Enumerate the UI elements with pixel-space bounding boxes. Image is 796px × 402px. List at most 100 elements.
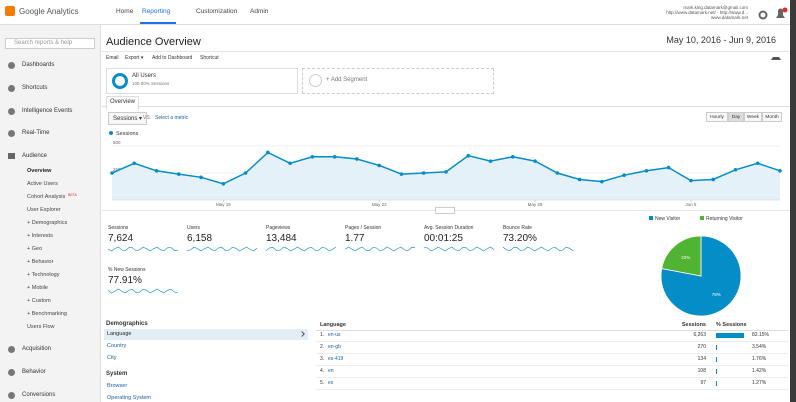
row-language[interactable]: es (328, 380, 334, 386)
nav-subitem[interactable]: + Demographics (27, 220, 68, 226)
nav-tab[interactable]: Home (116, 8, 134, 15)
nav-item[interactable]: Acquisition (22, 346, 52, 352)
nav-icon (8, 85, 15, 92)
legend-label: Returning Visitor (706, 216, 743, 222)
demographics-link[interactable]: Language (107, 331, 132, 337)
segment-circle (112, 73, 128, 89)
nav-subitem[interactable]: + Benchmarking (27, 311, 67, 317)
vs-label: VS. (143, 115, 152, 121)
beta-badge: BETA (68, 193, 77, 197)
product-name: Google Analytics (19, 7, 79, 16)
row-sessions: 134 (697, 356, 706, 362)
toolbar-button[interactable]: Shortcut (200, 55, 219, 61)
nav-subitem[interactable]: + Behavior (27, 259, 54, 265)
data-point (533, 159, 537, 163)
table-row-line (316, 365, 788, 366)
data-point (110, 171, 114, 175)
account-line: http://www.datamark.net/ - http://www.d.… (666, 10, 748, 15)
metric-select[interactable]: Sessions ▾ (108, 112, 148, 125)
table-row-line (316, 341, 788, 342)
metric-value: 6,158 (187, 233, 213, 244)
demographics-link[interactable]: City (107, 355, 117, 361)
nav-item[interactable]: Shortcuts (22, 85, 48, 91)
column-header: % Sessions (716, 322, 747, 328)
row-percent: 1.27% (752, 380, 767, 386)
notification-badge (782, 7, 788, 13)
row-sessions: 270 (697, 344, 706, 350)
nav-subitem[interactable]: + Mobile (27, 285, 48, 291)
nav-subitem[interactable]: Active Users (27, 181, 58, 187)
nav-subitem[interactable]: User Explorer (27, 207, 61, 213)
row-bar (716, 357, 717, 362)
x-tick-label: May 22 (372, 202, 387, 207)
add-segment-circle (309, 74, 322, 87)
granularity-button[interactable]: Hourly (706, 112, 728, 122)
granularity-button[interactable]: Month (762, 112, 782, 122)
row-language[interactable]: es-419 (328, 356, 344, 362)
select-metric[interactable]: Select a metric (155, 115, 189, 121)
search-box[interactable]: Search reports & help (5, 38, 95, 49)
row-language[interactable]: en (328, 368, 334, 374)
toolbar-button[interactable]: Add to Dashboard (152, 55, 193, 61)
nav-tab[interactable]: Admin (250, 8, 269, 15)
granularity-button[interactable]: Week (744, 112, 762, 122)
metric-value: 77.91% (108, 275, 142, 286)
row-percent: 82.15% (752, 332, 769, 338)
row-bar (716, 345, 718, 350)
nav-tab[interactable]: Customization (196, 8, 238, 15)
pie-slice (661, 235, 702, 277)
row-language[interactable]: en-us (328, 332, 341, 338)
metric-value: 7,624 (108, 233, 134, 244)
row-sessions: 97 (700, 380, 706, 386)
row-bar (716, 333, 744, 338)
data-point (733, 167, 738, 172)
nav-item[interactable]: Intelligence Events (22, 108, 73, 114)
data-point (177, 172, 181, 176)
overview-tab[interactable]: Overview (106, 96, 140, 110)
add-segment-box[interactable] (302, 68, 494, 94)
toolbar-button[interactable]: Email (106, 55, 119, 61)
nav-item[interactable]: Dashboards (22, 62, 55, 68)
nav-tab[interactable]: Reporting (142, 8, 171, 15)
sparkline (107, 246, 179, 252)
tab-line (102, 106, 790, 107)
data-point (689, 178, 693, 183)
nav-item[interactable]: Conversions (22, 392, 56, 398)
granularity-button[interactable]: Day (728, 112, 744, 122)
nav-subitem[interactable]: + Interests (27, 233, 53, 239)
toolbar-button[interactable]: Export ▾ (125, 55, 144, 61)
nav-subitem[interactable]: Users Flow (27, 324, 55, 330)
data-point (221, 182, 226, 186)
demographics-link[interactable]: Operating System (107, 395, 152, 401)
add-segment[interactable]: + Add Segment (326, 77, 368, 83)
hat-icon (771, 57, 781, 60)
legend-swatch (700, 216, 704, 220)
nav-subitem[interactable]: Overview (27, 168, 52, 174)
demographics-link[interactable]: Browser (107, 383, 128, 389)
settings-icon[interactable] (758, 10, 768, 20)
date-range[interactable]: May 10, 2016 - Jun 9, 2016 (666, 35, 776, 45)
nav-subitem[interactable]: Cohort Analysis (27, 194, 66, 200)
logo-icon (5, 6, 15, 16)
nav-subitem[interactable]: + Technology (27, 272, 60, 278)
demographics-title: Demographics (106, 321, 148, 327)
data-point (154, 169, 159, 173)
row-rank: 4. (320, 368, 325, 374)
audience-section[interactable]: Audience (22, 153, 48, 159)
nav-subitem[interactable]: + Geo (27, 246, 43, 252)
data-point (488, 159, 493, 163)
segment-box[interactable] (106, 68, 298, 94)
nav-item[interactable]: Real-Time (22, 130, 50, 136)
nav-item[interactable]: Behavior (22, 369, 46, 375)
sparkline (344, 246, 416, 252)
nav-icon (8, 346, 15, 353)
legend-label: Sessions (116, 131, 139, 137)
row-language[interactable]: en-gb (328, 344, 341, 350)
nav-icon (8, 392, 15, 399)
data-point (444, 170, 448, 174)
data-point (421, 171, 426, 175)
nav-subitem[interactable]: + Custom (27, 298, 51, 304)
data-point (555, 171, 560, 175)
system-title: System (106, 371, 128, 377)
demographics-link[interactable]: Country (107, 343, 127, 349)
